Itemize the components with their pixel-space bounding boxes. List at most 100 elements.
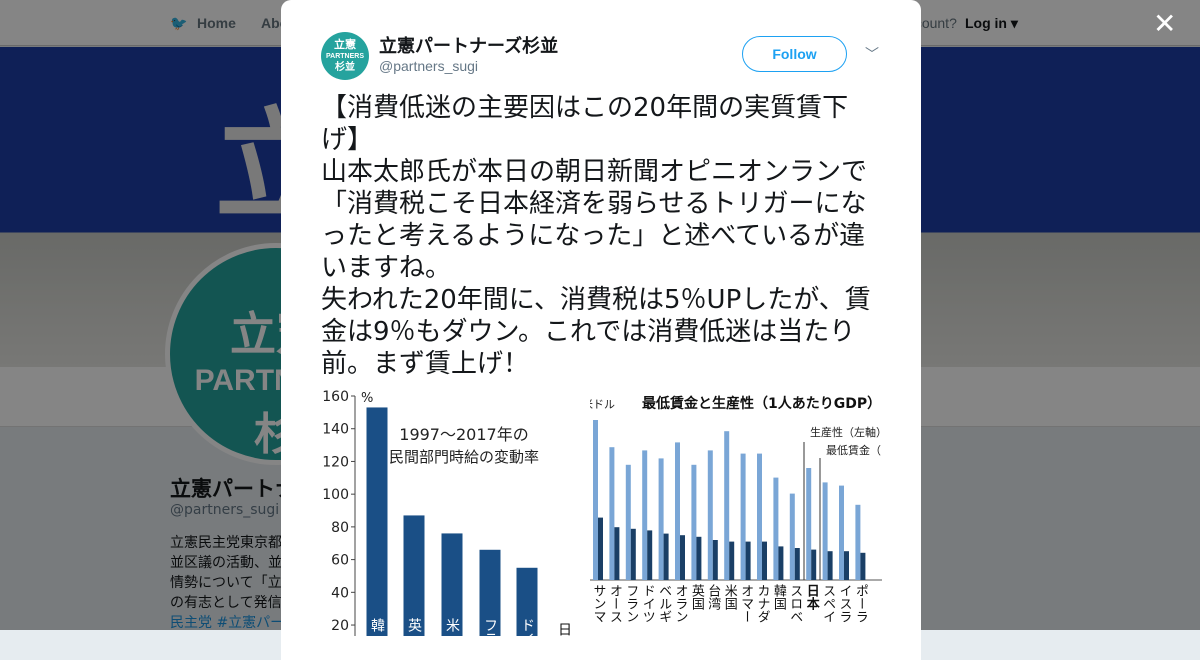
bar bbox=[740, 453, 746, 580]
y-tick-label: 60 bbox=[331, 553, 349, 569]
tweet-body: 【消費低迷の主要因はこの20年間の実質賃下げ】 山本太郎氏が本日の朝日新聞オピニ… bbox=[321, 92, 887, 636]
category-label: 米国 bbox=[722, 584, 738, 610]
bar bbox=[712, 540, 718, 580]
bar bbox=[609, 447, 615, 580]
category-label: 英国 bbox=[689, 584, 705, 610]
category-label: ベルギ bbox=[656, 584, 672, 623]
profile-name: 立憲パートナーズ杉並 bbox=[170, 477, 281, 501]
category-label: オース bbox=[607, 584, 622, 623]
bar bbox=[827, 551, 833, 580]
bar bbox=[403, 515, 425, 636]
category-label: 日本 bbox=[804, 584, 820, 611]
bar bbox=[696, 536, 702, 580]
twitter-bird-icon[interactable]: 🐦 bbox=[170, 15, 188, 31]
avatar-line: 立憲 bbox=[334, 39, 356, 51]
bar bbox=[680, 535, 685, 580]
follow-button[interactable]: Follow bbox=[742, 36, 847, 72]
bar bbox=[794, 548, 800, 580]
category-label: 台湾 bbox=[705, 584, 721, 610]
bar bbox=[366, 407, 388, 636]
category-label: フラン bbox=[623, 584, 638, 623]
bar bbox=[773, 477, 779, 580]
y-tick-label: 20 bbox=[331, 618, 349, 634]
bio-line: 並区議の活動、並 bbox=[170, 555, 281, 571]
profile-handle: @partners_sugi bbox=[170, 502, 280, 518]
chevron-down-icon[interactable]: ﹀ bbox=[865, 47, 879, 63]
bar bbox=[691, 464, 697, 580]
bar bbox=[598, 517, 603, 580]
nav-home[interactable]: Home bbox=[197, 15, 236, 31]
bar-label: フラン bbox=[482, 618, 498, 636]
category-label: ドイツ bbox=[640, 584, 655, 623]
bar bbox=[630, 528, 636, 580]
y-tick-label: 120 bbox=[322, 454, 349, 470]
bar bbox=[724, 431, 730, 580]
bar-label: 米 bbox=[444, 618, 460, 632]
tweet-images: 1997～2017年の 民間部門時給の変動率 % 160 140 120 100 80 6… bbox=[321, 386, 887, 636]
category-label: オマー bbox=[738, 584, 753, 623]
tweet-paragraph: 【消費低迷の主要因はこの20年間の実質賃下げ】 bbox=[321, 93, 849, 155]
bio-line: 立憲民主党東京都 bbox=[170, 535, 281, 551]
close-icon[interactable]: ✕ bbox=[1153, 7, 1177, 40]
bar bbox=[757, 453, 762, 580]
bar bbox=[822, 482, 828, 580]
bar bbox=[663, 533, 669, 580]
bar bbox=[806, 468, 812, 580]
category-label: イスラ bbox=[837, 584, 852, 623]
bar-label: ドイ bbox=[519, 618, 535, 636]
bar bbox=[707, 450, 713, 580]
user-name[interactable]: 立憲パートナーズ杉並 bbox=[379, 36, 559, 57]
account-prompt: Have an account? bbox=[900, 15, 957, 31]
y-axis-unit: 米ドル bbox=[590, 398, 615, 411]
category-label: オラン bbox=[673, 584, 688, 623]
bar bbox=[811, 549, 817, 580]
avatar-line: 立憲 bbox=[230, 308, 322, 360]
avatar-line: 杉並 bbox=[335, 62, 355, 73]
category-label: サンマ bbox=[591, 584, 606, 623]
nav-about[interactable]: About bbox=[261, 15, 281, 31]
user-handle[interactable]: @partners_sugi bbox=[379, 58, 479, 74]
category-label: スロベ bbox=[787, 584, 803, 623]
y-tick-label: 160 bbox=[322, 389, 349, 405]
y-tick-label: 40 bbox=[331, 585, 349, 601]
tweet-paragraph: 失われた20年間に、消費税は5％UPしたが、賃金は9％もダウン。これでは消費低迷… bbox=[321, 285, 871, 379]
category-label: カナダ bbox=[755, 584, 770, 623]
y-tick-label: 140 bbox=[322, 422, 349, 438]
bar bbox=[675, 442, 680, 580]
bar bbox=[625, 464, 631, 580]
bar bbox=[647, 530, 653, 580]
category-label: 韓国 bbox=[771, 584, 787, 610]
category-label: スペイ bbox=[820, 584, 836, 623]
bar bbox=[516, 567, 538, 636]
bar bbox=[745, 541, 751, 580]
bio-hashtags[interactable]: 民主党 #立憲パー bbox=[170, 615, 281, 631]
bar-label: 日 bbox=[556, 622, 572, 636]
bar bbox=[441, 533, 463, 636]
bar bbox=[839, 485, 844, 580]
bar bbox=[762, 541, 767, 580]
chart-title-line: 民間部門時給の変動率 bbox=[389, 448, 539, 466]
bar bbox=[778, 546, 784, 580]
bio-line: の有志として発信 bbox=[170, 595, 281, 611]
min-wage-productivity-chart-image[interactable]: 米ドル 最低賃金と生産性（1人あたりGDP） 生産性（左軸） 最低賃金（ サンマ… bbox=[590, 386, 882, 636]
login-label: Log in bbox=[965, 15, 1007, 31]
bar bbox=[855, 504, 861, 580]
bio-line: 情勢について「立 bbox=[170, 575, 281, 591]
bar bbox=[614, 527, 620, 580]
bar bbox=[729, 541, 735, 580]
y-tick-label: 100 bbox=[322, 487, 349, 503]
banner-text-clip: 立 bbox=[215, 97, 281, 257]
bar bbox=[642, 450, 648, 580]
legend-productivity: 生産性（左軸） bbox=[810, 425, 882, 439]
y-axis-unit: % bbox=[361, 391, 373, 406]
login-link[interactable]: Log in ▾ bbox=[965, 15, 1018, 31]
bar bbox=[789, 493, 795, 580]
y-tick-label: 80 bbox=[331, 520, 349, 536]
banner-text: 立 bbox=[215, 97, 281, 236]
bar bbox=[844, 551, 849, 580]
bar-label: 韓 bbox=[369, 618, 385, 632]
tweet-text: 【消費低迷の主要因はこの20年間の実質賃下げ】 山本太郎氏が本日の朝日新聞オピニ… bbox=[321, 92, 887, 380]
wage-change-chart-image[interactable]: 1997～2017年の 民間部門時給の変動率 % 160 140 120 100 80 6… bbox=[321, 386, 589, 636]
user-avatar[interactable]: 立憲 PARTNERS 杉並 bbox=[321, 32, 369, 80]
profile-bio: 立憲民主党東京都 並区議の活動、並 情勢について「立 の有志として発信 民主党 … bbox=[170, 533, 281, 633]
